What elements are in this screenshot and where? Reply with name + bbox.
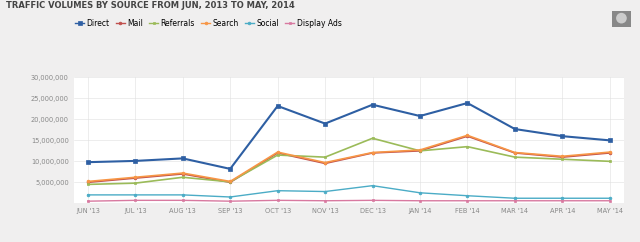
Search xyxy=(511,151,518,154)
Direct xyxy=(274,105,282,107)
Referrals xyxy=(274,154,282,157)
Search xyxy=(179,172,187,174)
Direct xyxy=(606,139,614,142)
Referrals xyxy=(511,156,518,159)
Mail xyxy=(227,181,234,184)
Mail xyxy=(511,151,518,154)
Referrals xyxy=(416,149,424,152)
Referrals xyxy=(369,137,376,140)
Mail xyxy=(416,149,424,152)
Search xyxy=(274,151,282,154)
Line: Social: Social xyxy=(86,184,611,200)
Mail xyxy=(131,177,139,180)
Referrals xyxy=(321,156,329,159)
Mail xyxy=(606,151,614,154)
Social xyxy=(463,194,471,197)
Display Ads xyxy=(559,199,566,202)
Social xyxy=(274,189,282,192)
Direct xyxy=(84,161,92,164)
Display Ads xyxy=(131,199,139,202)
Social xyxy=(131,193,139,196)
Display Ads xyxy=(511,199,518,202)
Social xyxy=(511,197,518,200)
Search xyxy=(416,149,424,151)
Mail xyxy=(321,162,329,165)
FancyBboxPatch shape xyxy=(612,11,631,27)
Display Ads xyxy=(179,199,187,202)
Display Ads xyxy=(227,200,234,203)
Line: Mail: Mail xyxy=(86,135,611,184)
Referrals xyxy=(84,183,92,186)
Text: TRAFFIC VOLUMES BY SOURCE FROM JUN, 2013 TO MAY, 2014: TRAFFIC VOLUMES BY SOURCE FROM JUN, 2013… xyxy=(6,1,295,10)
Search xyxy=(606,151,614,154)
Social xyxy=(84,193,92,196)
Mail xyxy=(274,151,282,154)
Direct xyxy=(369,103,376,106)
Social xyxy=(321,190,329,193)
Social xyxy=(179,193,187,196)
Display Ads xyxy=(416,199,424,202)
Search xyxy=(227,180,234,183)
Direct xyxy=(559,135,566,138)
Direct xyxy=(463,102,471,105)
Mail xyxy=(463,135,471,138)
Search xyxy=(559,155,566,158)
Display Ads xyxy=(463,199,471,202)
Mail xyxy=(369,151,376,154)
Search xyxy=(84,180,92,183)
Display Ads xyxy=(84,200,92,203)
Direct xyxy=(179,157,187,160)
Referrals xyxy=(606,160,614,163)
Mail xyxy=(559,156,566,159)
Display Ads xyxy=(606,199,614,202)
Direct xyxy=(131,159,139,162)
Referrals xyxy=(559,158,566,161)
Search xyxy=(321,161,329,164)
Direct xyxy=(321,122,329,125)
Line: Search: Search xyxy=(86,134,611,183)
Mail xyxy=(84,181,92,184)
Search xyxy=(463,134,471,137)
Social xyxy=(559,197,566,200)
Referrals xyxy=(463,145,471,148)
Mail xyxy=(179,173,187,175)
Social xyxy=(606,197,614,200)
Line: Display Ads: Display Ads xyxy=(86,199,611,203)
Referrals xyxy=(227,181,234,183)
Display Ads xyxy=(274,199,282,202)
Direct xyxy=(416,114,424,117)
Social xyxy=(416,191,424,194)
Circle shape xyxy=(616,13,627,23)
Referrals xyxy=(179,176,187,179)
Line: Referrals: Referrals xyxy=(86,137,611,186)
Legend: Direct, Mail, Referrals, Search, Social, Display Ads: Direct, Mail, Referrals, Search, Social,… xyxy=(72,16,344,31)
Social xyxy=(369,184,376,187)
Social xyxy=(227,196,234,198)
Search xyxy=(369,151,376,154)
Line: Direct: Direct xyxy=(86,101,611,171)
Referrals xyxy=(131,182,139,185)
Search xyxy=(131,176,139,179)
Direct xyxy=(227,167,234,170)
Display Ads xyxy=(369,199,376,202)
Display Ads xyxy=(321,199,329,202)
Direct xyxy=(511,128,518,130)
